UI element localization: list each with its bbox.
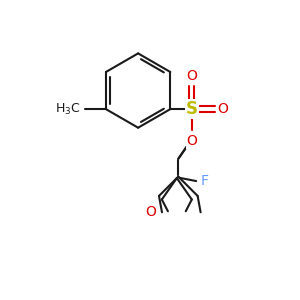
Text: H$_3$C: H$_3$C (55, 102, 81, 117)
Text: S: S (186, 100, 198, 118)
Text: F: F (201, 174, 209, 188)
Text: O: O (146, 205, 157, 219)
Text: O: O (186, 69, 197, 83)
Text: O: O (186, 134, 197, 148)
Text: O: O (218, 102, 228, 116)
